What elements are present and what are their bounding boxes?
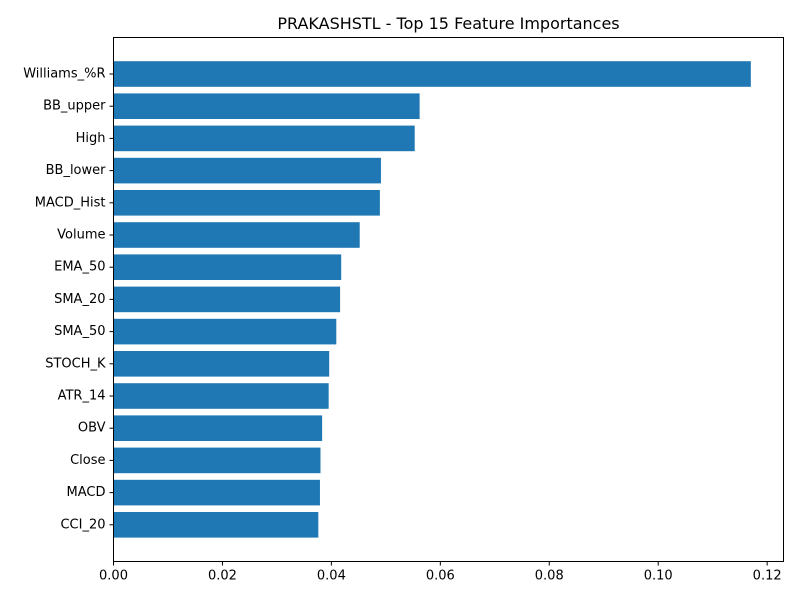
- x-tick-label: 0.08: [535, 569, 564, 584]
- y-tick-label: BB_upper: [43, 99, 106, 114]
- plot-frame: [113, 37, 784, 562]
- x-tick-label: 0.04: [317, 569, 346, 584]
- bar-williams-r: [113, 61, 751, 87]
- y-tick-label: MACD_Hist: [35, 195, 106, 210]
- y-tick-label: STOCH_K: [45, 356, 106, 371]
- bar-bb-upper: [113, 93, 420, 119]
- x-tick-label: 0.00: [99, 569, 128, 584]
- y-tick-label: Close: [70, 453, 105, 468]
- y-tick-label: CCI_20: [60, 517, 105, 532]
- bars-group: [113, 61, 751, 538]
- bar-atr-14: [113, 383, 329, 409]
- bar-sma-50: [113, 318, 337, 345]
- y-tick-label: High: [76, 131, 106, 146]
- y-tick-label: Williams_%R: [23, 67, 105, 82]
- y-tick-label: SMA_20: [54, 292, 105, 307]
- y-tick-label: MACD: [67, 485, 106, 500]
- bar-bb-lower: [113, 157, 381, 184]
- bar-volume: [113, 222, 360, 248]
- bar-macd: [113, 479, 320, 506]
- bar-macd-hist: [113, 190, 380, 216]
- y-tick-labels: Williams_%R BB_upper High BB_lower MACD_Hist…: [23, 67, 114, 532]
- y-tick-label: EMA_50: [54, 260, 105, 275]
- y-tick-label: BB_lower: [46, 163, 107, 178]
- x-tick-label: 0.02: [208, 569, 237, 584]
- bar-cci-20: [113, 512, 319, 538]
- bar-close: [113, 447, 321, 474]
- y-tick-label: Volume: [57, 228, 105, 243]
- y-tick-label: SMA_50: [54, 324, 105, 339]
- x-tick-label: 0.10: [644, 569, 673, 584]
- bar-stoch-k: [113, 351, 330, 377]
- bar-obv: [113, 415, 323, 441]
- bar-sma-20: [113, 286, 341, 313]
- chart-title: PRAKASHSTL - Top 15 Feature Importances: [277, 14, 619, 33]
- x-ticks: 0.00 0.02 0.04 0.06 0.08 0.10 0.12: [99, 561, 782, 584]
- bar-high: [113, 125, 415, 152]
- bar-ema-50: [113, 254, 342, 280]
- y-tick-label: OBV: [78, 421, 106, 436]
- x-tick-label: 0.06: [426, 569, 455, 584]
- y-tick-label: ATR_14: [58, 389, 106, 404]
- x-tick-label: 0.12: [753, 569, 782, 584]
